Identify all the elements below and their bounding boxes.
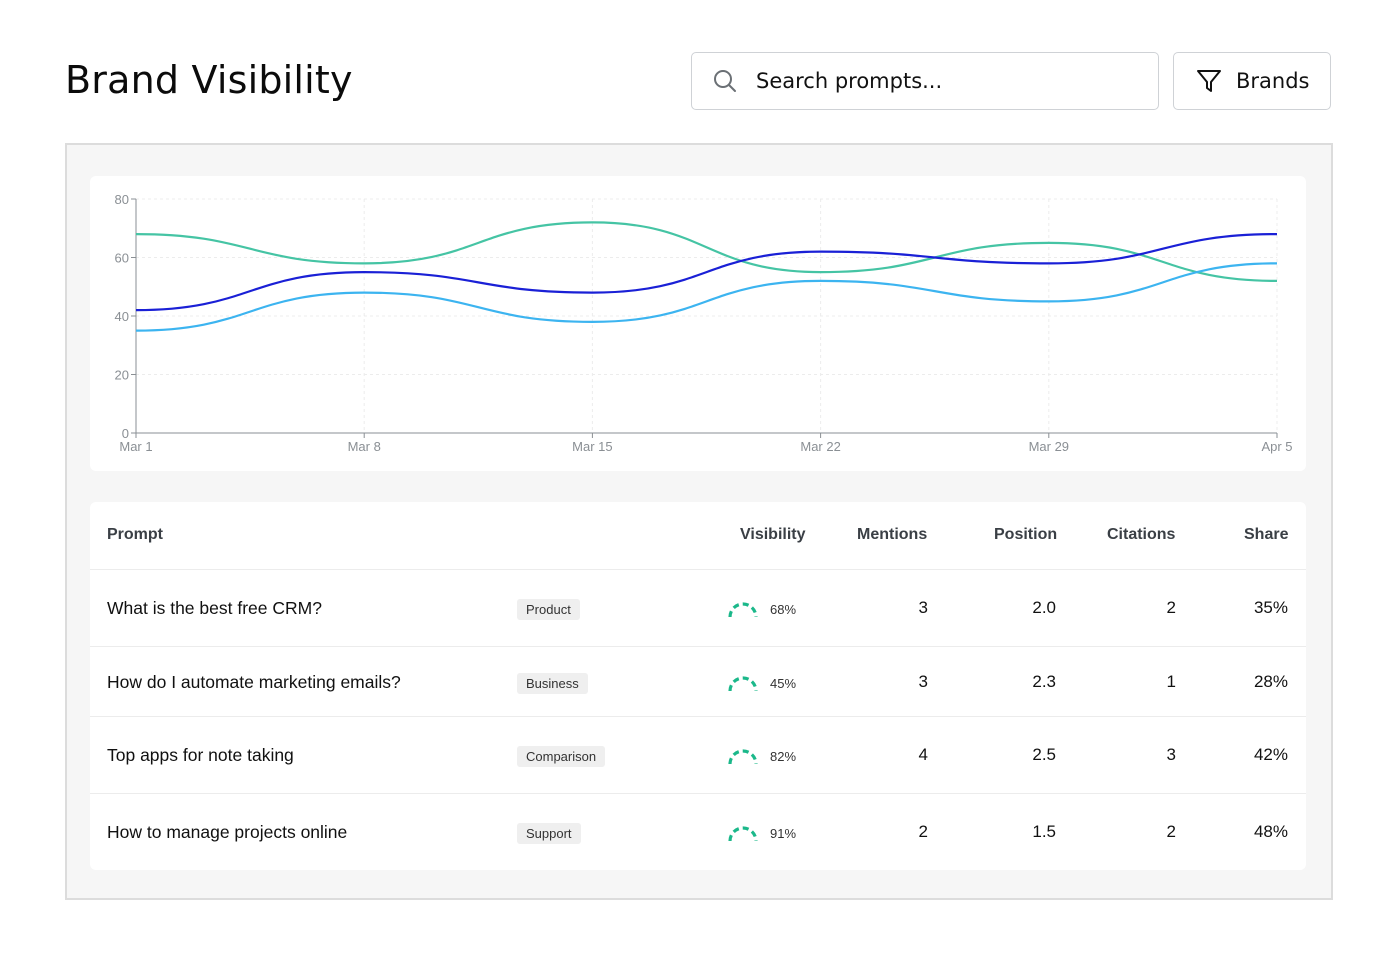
position-value: 1.5	[1032, 822, 1056, 841]
line-chart: 0 20 40 60 80 Mar 1 Mar 8 Mar 15 Mar 22 Mar 29 Apr…	[115, 192, 1293, 454]
header-position: Position	[994, 526, 1058, 543]
x-tick-label: Mar 22	[800, 439, 840, 454]
position-value: 2.3	[1032, 672, 1056, 691]
series-line-1	[135, 221, 1278, 282]
share-value: 42%	[1253, 745, 1288, 764]
mentions-value: 3	[918, 598, 928, 617]
y-tick-label: 0	[122, 426, 129, 441]
visibility-gauge-icon	[728, 676, 758, 692]
table-row[interactable]: Top apps for note taking Comparison 82% 4 2.…	[90, 716, 1306, 794]
category-tag: Support	[517, 823, 581, 844]
prompt-text: How to manage projects online	[107, 822, 348, 842]
visibility-percent: 82%	[770, 749, 797, 764]
share-value: 35%	[1253, 598, 1288, 617]
mentions-value: 3	[918, 672, 928, 691]
x-tick-label: Mar 29	[1029, 439, 1069, 454]
header-prompt: Prompt	[107, 526, 163, 543]
share-value: 48%	[1253, 822, 1288, 841]
visibility-gauge-icon	[728, 602, 758, 618]
category-tag: Product	[517, 599, 580, 620]
position-value: 2.0	[1032, 598, 1056, 617]
prompt-text: How do I automate marketing emails?	[107, 672, 401, 692]
table-row[interactable]: How do I automate marketing emails? Busin…	[90, 646, 1306, 717]
x-tick-label: Mar 15	[572, 439, 612, 454]
citations-value: 1	[1166, 672, 1176, 691]
page-title: Brand Visibility	[65, 58, 353, 102]
citations-value: 3	[1166, 745, 1176, 764]
position-value: 2.5	[1032, 745, 1056, 764]
visibility-gauge-icon	[728, 749, 758, 765]
category-tag: Comparison	[517, 746, 606, 767]
y-tick-label: 60	[115, 251, 129, 266]
y-tick-label: 20	[115, 368, 129, 383]
table-row[interactable]: How to manage projects online Support 91% 2…	[90, 793, 1306, 871]
brands-filter-button[interactable]: Brands	[1173, 52, 1331, 110]
prompt-text: What is the best free CRM?	[107, 598, 322, 618]
prompts-table: Prompt Visibility Mentions Position Cita…	[90, 502, 1306, 870]
y-tick-label: 40	[115, 309, 129, 324]
mentions-value: 2	[918, 822, 928, 841]
prompt-text: Top apps for note taking	[107, 745, 294, 765]
header-visibility: Visibility	[740, 526, 806, 543]
visibility-gauge-icon	[728, 826, 758, 842]
table-row[interactable]: What is the best free CRM? Product 68% 3 2.0…	[90, 569, 1306, 647]
line-chart-card: 0 20 40 60 80 Mar 1 Mar 8 Mar 15 Mar 22 Mar 29 Apr…	[90, 176, 1306, 471]
filter-icon	[1196, 68, 1222, 94]
category-tag: Business	[517, 673, 588, 694]
series-line-2	[135, 233, 1278, 312]
x-tick-label: Apr 5	[1261, 439, 1292, 454]
search-input[interactable]	[754, 68, 1138, 94]
share-value: 28%	[1253, 672, 1288, 691]
header-citations: Citations	[1107, 526, 1176, 543]
x-tick-label: Mar 1	[119, 439, 152, 454]
citations-value: 2	[1166, 598, 1176, 617]
content-panel: 0 20 40 60 80 Mar 1 Mar 8 Mar 15 Mar 22 Mar 29 Apr…	[65, 143, 1333, 900]
header-share: Share	[1244, 526, 1289, 543]
visibility-percent: 68%	[770, 602, 797, 617]
mentions-value: 4	[918, 745, 928, 764]
series-line-3	[135, 262, 1278, 332]
header-mentions: Mentions	[857, 526, 928, 543]
y-tick-label: 80	[115, 192, 129, 207]
citations-value: 2	[1166, 822, 1176, 841]
search-box[interactable]	[691, 52, 1159, 110]
visibility-percent: 45%	[770, 676, 797, 691]
x-tick-label: Mar 8	[348, 439, 381, 454]
search-icon	[712, 68, 738, 94]
visibility-percent: 91%	[770, 826, 797, 841]
brands-button-label: Brands	[1236, 69, 1310, 93]
